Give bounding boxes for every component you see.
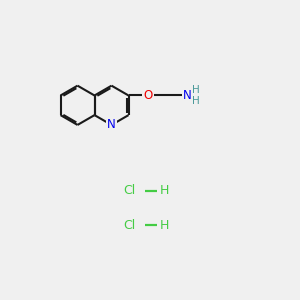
Text: H: H <box>160 184 169 197</box>
Text: Cl: Cl <box>123 184 136 197</box>
Text: H: H <box>160 219 169 232</box>
Text: N: N <box>183 89 192 102</box>
Text: O: O <box>143 89 153 102</box>
Text: Cl: Cl <box>123 219 136 232</box>
Text: H: H <box>192 85 200 95</box>
Text: N: N <box>107 118 116 131</box>
Text: H: H <box>192 96 200 106</box>
